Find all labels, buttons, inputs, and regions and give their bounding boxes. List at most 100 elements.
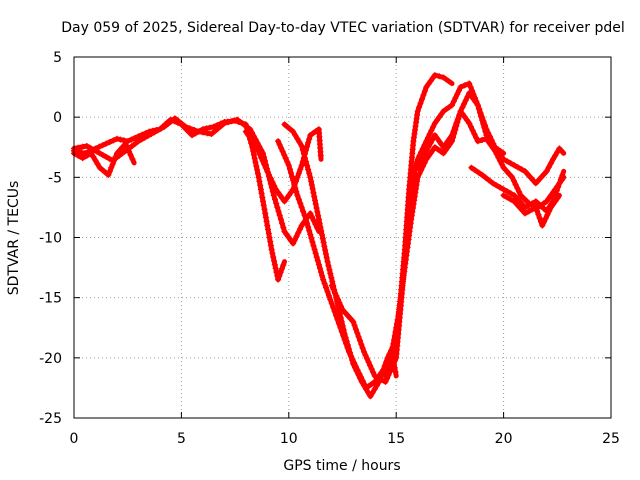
plus-marker xyxy=(299,147,306,153)
plus-marker xyxy=(103,153,110,160)
plus-marker xyxy=(132,140,139,147)
plus-marker xyxy=(267,238,274,245)
plus-marker xyxy=(525,208,532,215)
plus-marker xyxy=(523,198,530,204)
plus-marker xyxy=(90,146,97,153)
plus-marker xyxy=(546,208,553,214)
plus-marker xyxy=(318,269,324,276)
plus-marker xyxy=(79,155,86,162)
plus-marker xyxy=(164,121,171,127)
plus-marker xyxy=(556,180,563,187)
plus-marker xyxy=(383,368,390,375)
plus-marker xyxy=(418,158,425,164)
plus-marker xyxy=(386,356,393,363)
plus-marker xyxy=(267,175,274,182)
plus-marker xyxy=(512,181,519,188)
plus-marker xyxy=(555,184,562,190)
plus-marker xyxy=(340,326,347,333)
plus-marker xyxy=(261,206,268,213)
plus-marker xyxy=(264,168,271,175)
plus-marker xyxy=(345,345,352,352)
plus-marker xyxy=(145,132,152,139)
plus-marker xyxy=(259,194,266,201)
plus-marker xyxy=(426,131,433,137)
plus-marker xyxy=(331,289,338,296)
plus-marker xyxy=(449,102,455,109)
plus-marker xyxy=(309,185,316,192)
x-tick-label: 5 xyxy=(177,431,186,447)
plus-marker xyxy=(330,304,337,311)
plus-marker xyxy=(294,135,301,142)
plus-marker xyxy=(429,136,436,143)
plus-marker xyxy=(253,144,260,151)
plus-marker xyxy=(199,129,206,136)
plus-marker xyxy=(446,78,453,85)
plus-marker xyxy=(203,125,210,132)
x-tick-label: 25 xyxy=(602,431,620,447)
plus-marker xyxy=(449,132,455,139)
plus-marker xyxy=(124,144,131,151)
plus-marker xyxy=(550,156,556,163)
plus-marker xyxy=(315,216,322,223)
plus-marker xyxy=(341,330,348,337)
plus-marker xyxy=(307,174,314,181)
plus-marker xyxy=(96,150,103,157)
plus-marker xyxy=(94,161,101,168)
plus-marker xyxy=(536,215,543,222)
plus-marker xyxy=(242,128,249,135)
plus-marker xyxy=(495,154,502,161)
plus-marker xyxy=(520,195,527,202)
plus-marker xyxy=(204,130,211,137)
plus-marker xyxy=(527,174,534,181)
plus-marker xyxy=(326,266,333,273)
plus-marker xyxy=(344,312,351,319)
plus-marker xyxy=(87,144,94,151)
plus-marker xyxy=(290,128,297,135)
plus-marker xyxy=(338,303,344,310)
plus-marker xyxy=(479,117,486,124)
plus-marker xyxy=(342,309,349,316)
plus-marker xyxy=(504,188,511,195)
x-tick-label: 10 xyxy=(280,431,298,447)
plus-marker xyxy=(339,306,346,313)
plus-marker xyxy=(336,299,343,306)
plus-marker xyxy=(418,167,425,174)
plus-marker xyxy=(275,138,282,145)
plus-marker xyxy=(301,154,308,161)
plus-marker xyxy=(519,201,526,208)
plus-marker xyxy=(350,318,357,325)
plus-marker xyxy=(462,97,469,104)
plus-marker xyxy=(516,204,523,211)
plus-marker xyxy=(303,216,309,223)
axis-ticks: 0 5 10 15 20 25 5 0 -5 -10 -15 -20 -25 xyxy=(39,50,620,447)
y-tick-label: -5 xyxy=(48,170,62,186)
plus-marker xyxy=(265,226,271,233)
plus-marker xyxy=(276,141,283,148)
plus-marker xyxy=(306,136,313,142)
plus-marker xyxy=(92,157,99,164)
series-line xyxy=(71,141,137,178)
plus-marker xyxy=(514,195,520,202)
plus-marker xyxy=(394,316,401,323)
plus-marker xyxy=(271,261,278,268)
plus-marker xyxy=(472,167,478,174)
plus-marker xyxy=(127,152,134,159)
plus-marker xyxy=(168,118,175,125)
plus-marker xyxy=(468,164,475,171)
plus-marker xyxy=(295,170,302,177)
plus-marker xyxy=(275,276,282,283)
plus-marker xyxy=(112,153,119,160)
plus-marker xyxy=(507,190,514,197)
plus-marker xyxy=(497,184,503,191)
plus-marker xyxy=(247,134,254,141)
plus-marker xyxy=(312,201,319,208)
plus-marker xyxy=(305,166,312,173)
plus-marker xyxy=(247,126,254,133)
plus-marker xyxy=(507,196,514,203)
y-tick-label: 0 xyxy=(53,110,62,126)
plus-marker xyxy=(114,135,120,142)
plus-marker xyxy=(454,91,461,98)
plus-marker xyxy=(311,193,318,200)
plus-marker xyxy=(135,138,142,145)
plus-marker xyxy=(511,162,518,169)
